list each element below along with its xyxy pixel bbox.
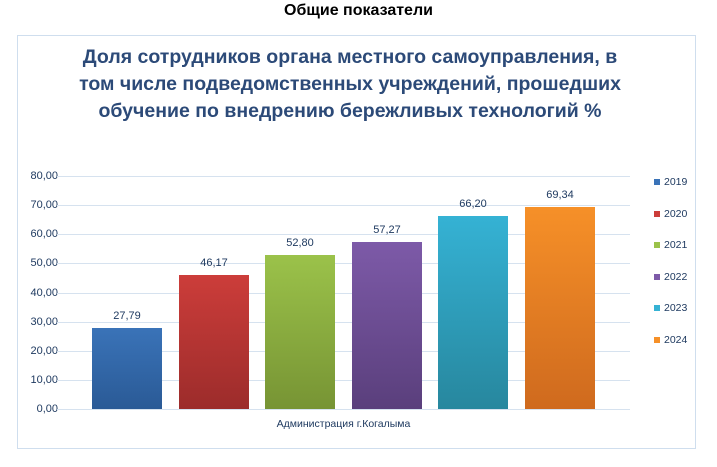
y-tick-label: 20,00 bbox=[30, 344, 58, 357]
bar-value-label: 27,79 bbox=[113, 310, 141, 323]
gridline bbox=[57, 263, 630, 264]
bar-value-label: 52,80 bbox=[286, 237, 314, 250]
bar-2022 bbox=[352, 242, 422, 409]
legend-swatch-icon bbox=[654, 210, 660, 217]
legend-swatch-icon bbox=[654, 179, 660, 185]
legend-item: 2023 bbox=[654, 301, 687, 315]
legend-swatch-icon bbox=[654, 305, 660, 311]
legend-item: 2022 bbox=[654, 270, 687, 284]
y-tick-label: 70,00 bbox=[30, 199, 58, 212]
legend-swatch-icon bbox=[654, 242, 660, 248]
bar-2021 bbox=[265, 255, 335, 409]
bar-2020 bbox=[179, 274, 249, 409]
bar-2019 bbox=[92, 328, 162, 409]
gridline bbox=[57, 322, 630, 323]
y-tick-label: 40,00 bbox=[30, 286, 58, 299]
chart-title: Доля сотрудников органа местного самоупр… bbox=[30, 44, 670, 125]
y-tick-label: 30,00 bbox=[30, 315, 58, 328]
legend-item: 2019 bbox=[654, 175, 687, 189]
y-tick-label: 60,00 bbox=[30, 228, 58, 241]
y-tick-label: 80,00 bbox=[30, 170, 58, 182]
gridline bbox=[57, 351, 630, 352]
legend-label: 2023 bbox=[664, 302, 688, 314]
bar-value-label: 57,27 bbox=[373, 224, 401, 237]
legend-label: 2019 bbox=[664, 176, 688, 188]
gridline bbox=[57, 380, 630, 381]
gridline bbox=[57, 176, 630, 177]
legend-label: 2021 bbox=[664, 239, 688, 251]
y-tick-label: 0,00 bbox=[36, 403, 58, 415]
legend-item: 2021 bbox=[654, 238, 687, 252]
y-tick-label: 50,00 bbox=[30, 257, 58, 270]
legend-swatch-icon bbox=[654, 273, 660, 280]
bar-2024 bbox=[525, 207, 595, 409]
bar-value-label: 66,20 bbox=[459, 198, 487, 211]
legend-label: 2020 bbox=[664, 207, 688, 220]
chart-title-line: обучение по внедрению бережливых техноло… bbox=[98, 100, 602, 122]
legend-item: 2024 bbox=[654, 333, 687, 347]
gridline bbox=[57, 409, 630, 410]
chart-title-line: том числе подведомственных учреждений, п… bbox=[79, 73, 621, 95]
page-heading: Общие показатели bbox=[284, 2, 433, 19]
y-tick-label: 10,00 bbox=[30, 373, 58, 386]
gridline bbox=[57, 234, 630, 235]
gridline bbox=[57, 293, 630, 294]
bar-2023 bbox=[438, 216, 508, 409]
gridline bbox=[57, 205, 630, 206]
legend-label: 2022 bbox=[664, 270, 688, 283]
bar-value-label: 69,34 bbox=[546, 189, 574, 202]
chart-frame bbox=[17, 35, 696, 449]
legend-swatch-icon bbox=[654, 336, 660, 343]
x-axis-label: Администрация г.Когалыма bbox=[276, 418, 411, 430]
chart-title-line: Доля сотрудников органа местного самоупр… bbox=[82, 46, 618, 68]
bar-value-label: 46,17 bbox=[200, 256, 228, 269]
legend-item: 2020 bbox=[654, 207, 687, 221]
legend-label: 2024 bbox=[664, 333, 688, 346]
